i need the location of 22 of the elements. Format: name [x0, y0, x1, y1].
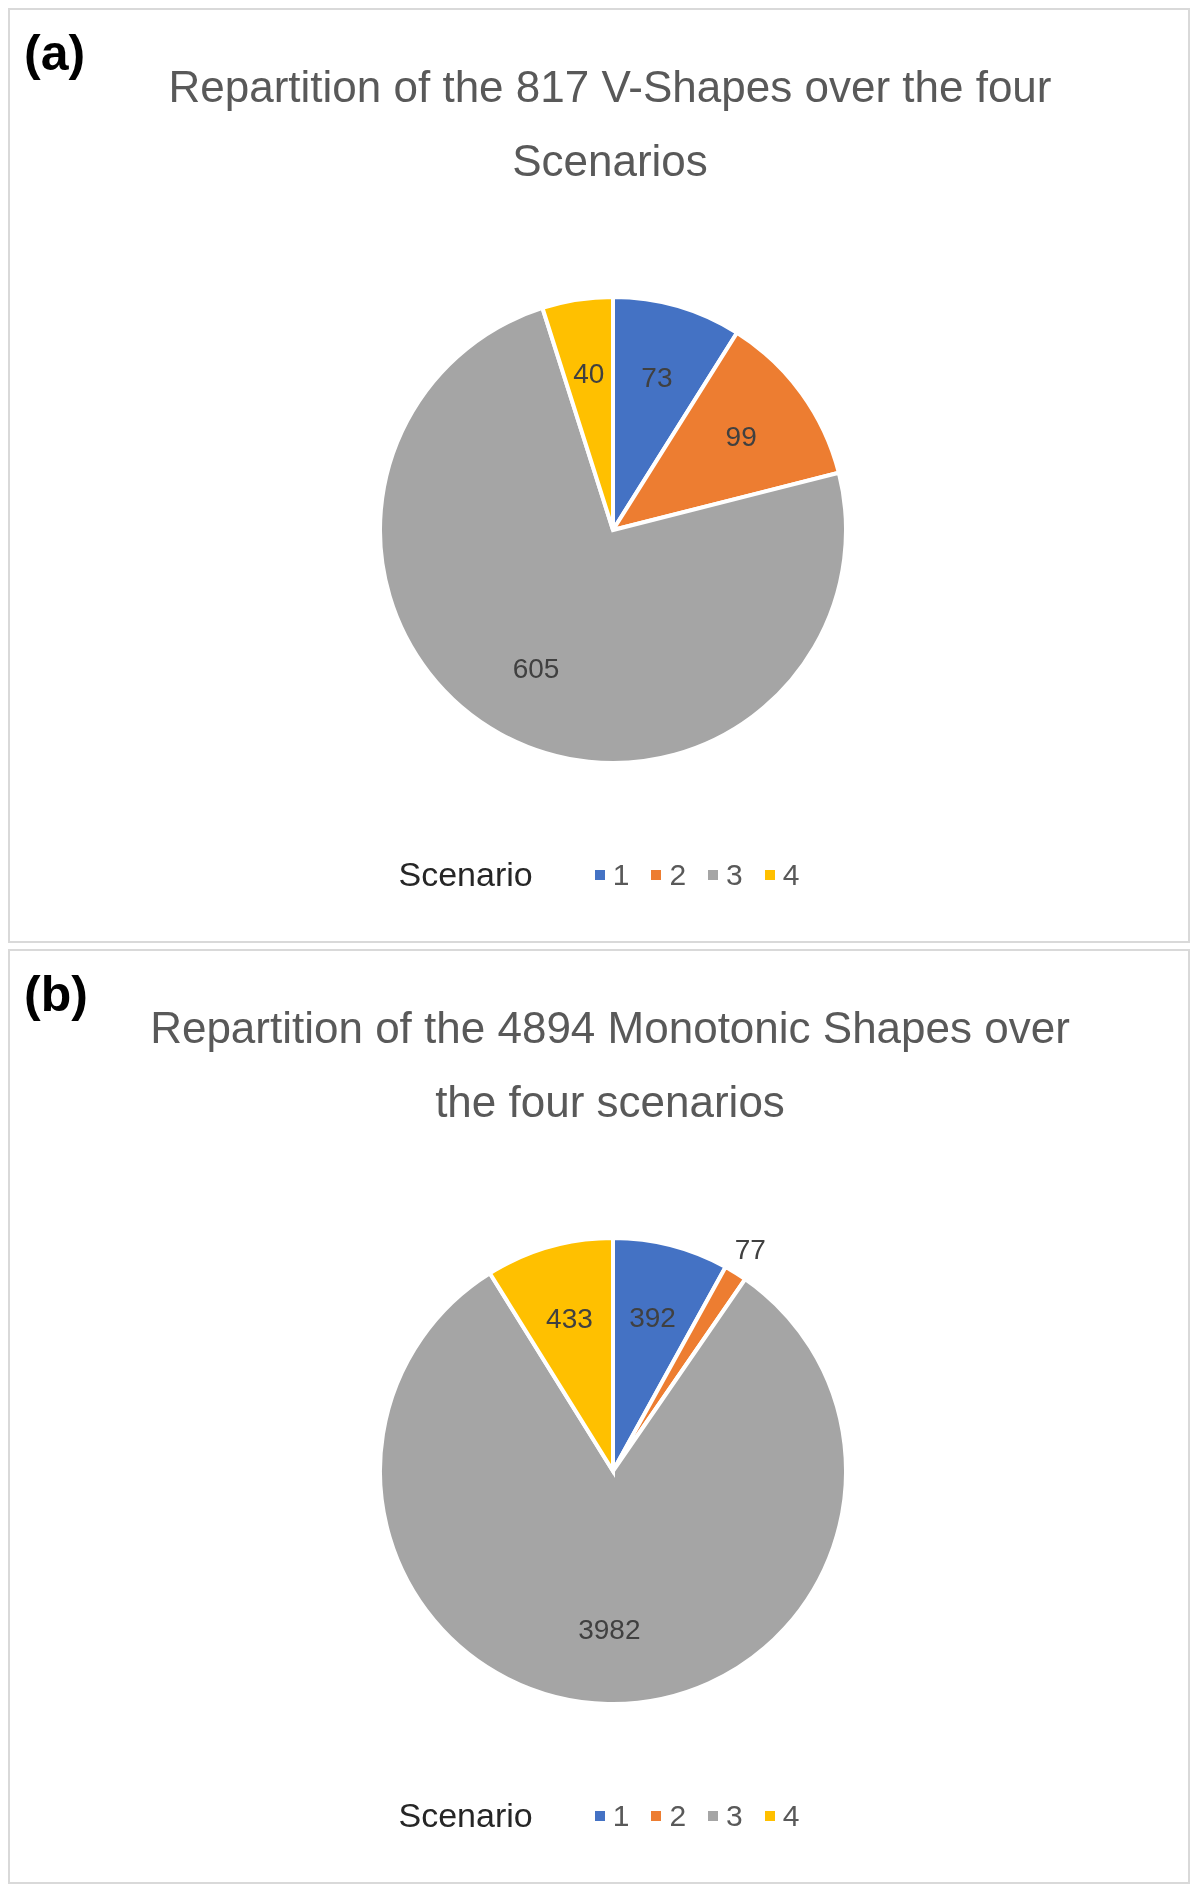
legend-title: Scenario — [398, 855, 533, 894]
data-label: 392 — [629, 1302, 676, 1334]
chart-title: Repartition of the 4894 Monotonic Shapes over the four scenarios — [149, 1002, 1071, 1128]
legend-label: 3 — [726, 1798, 743, 1833]
data-label: 99 — [725, 421, 757, 453]
data-label: 433 — [546, 1303, 593, 1335]
legend-label: 2 — [669, 1798, 687, 1833]
legend-label: 1 — [612, 1798, 630, 1833]
legend-label: 1 — [612, 857, 630, 892]
legend-title: Scenario — [398, 1796, 533, 1835]
data-label: 73 — [641, 362, 673, 394]
legend-label: 2 — [669, 857, 687, 892]
legend-label: 4 — [782, 1798, 800, 1833]
text: (a) — [24, 24, 86, 82]
data-label: 3982 — [578, 1613, 641, 1645]
text: (b) — [24, 965, 88, 1023]
data-label: 40 — [573, 357, 605, 389]
chart-title: Repartition of the 817 V-Shapes over the four Scenarios — [167, 61, 1053, 187]
data-label: 605 — [512, 652, 560, 684]
data-label: 77 — [734, 1233, 766, 1265]
legend-label: 4 — [782, 857, 800, 892]
legend-label: 3 — [726, 857, 743, 892]
